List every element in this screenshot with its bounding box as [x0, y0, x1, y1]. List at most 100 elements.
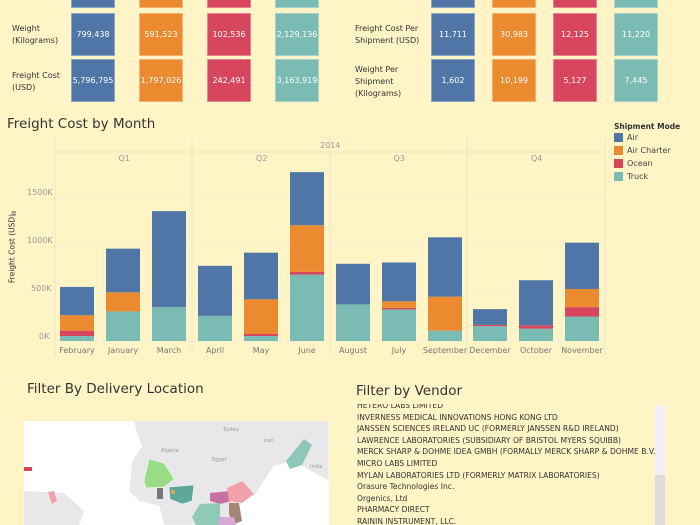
- kpi-label-weight: Weight (Kilograms): [12, 24, 59, 45]
- bar-air-october[interactable]: [519, 280, 553, 326]
- legend-label: Truck: [627, 172, 649, 181]
- bar-truck-july[interactable]: [382, 309, 416, 341]
- bar-truck-december[interactable]: [473, 326, 507, 341]
- bar-ocean-june[interactable]: [290, 271, 324, 275]
- bar-truck-march[interactable]: [152, 307, 186, 341]
- vendor-item[interactable]: MICRO LABS LIMITED: [357, 459, 438, 468]
- kpi-top-truck-r[interactable]: [614, 0, 658, 8]
- kpi-cost-air[interactable]: 5,796,795: [71, 59, 115, 102]
- country-ghana: [157, 488, 163, 499]
- kpi-label-freight-cost: Freight Cost (USD): [12, 71, 60, 92]
- bar-air-may[interactable]: [244, 252, 278, 300]
- kpi-top-air[interactable]: [71, 0, 115, 8]
- bar-ocean-february[interactable]: [60, 330, 94, 337]
- vendor-item[interactable]: RAININ INSTRUMENT, LLC.: [357, 517, 457, 525]
- bar-truck-january[interactable]: [106, 311, 140, 341]
- legend-item-ocean[interactable]: Ocean: [614, 159, 653, 168]
- vendor-item[interactable]: INVERNESS MEDICAL INNOVATIONS HONG KONG …: [357, 412, 558, 422]
- bar-air-january[interactable]: [106, 248, 140, 293]
- kpi-wps-truck[interactable]: 7,445: [614, 59, 658, 102]
- bar-truck-september[interactable]: [428, 330, 462, 341]
- legend-swatch-ocean: [614, 159, 623, 168]
- legend-item-air-charter[interactable]: Air Charter: [614, 146, 671, 155]
- bar-air-charter-may[interactable]: [244, 299, 278, 334]
- bar-truck-november[interactable]: [565, 316, 599, 341]
- vendor-scrollbar[interactable]: [655, 405, 665, 525]
- bar-air-charter-february[interactable]: [60, 315, 94, 331]
- bar-truck-june[interactable]: [290, 274, 324, 341]
- bar-air-april[interactable]: [198, 265, 232, 316]
- map-canvas[interactable]: [24, 421, 329, 525]
- kpi-label-weight-per-shipment: Weight Per Shipment (Kilograms): [355, 65, 402, 98]
- vendor-item[interactable]: Orgenics, Ltd: [357, 493, 408, 503]
- bar-truck-october[interactable]: [519, 328, 553, 341]
- bar-truck-february[interactable]: [60, 336, 94, 341]
- bar-truck-may[interactable]: [244, 336, 278, 341]
- bar-ocean-november[interactable]: [565, 307, 599, 317]
- bar-truck-april[interactable]: [198, 315, 232, 341]
- vendor-item[interactable]: PHARMACY DIRECT: [357, 505, 430, 515]
- sort-icon[interactable]: ≡: [11, 209, 17, 217]
- vendor-filter-title: Filter by Vendor: [356, 383, 463, 399]
- map-label-algeria: Algeria: [161, 448, 179, 454]
- kpi-wps-ocean[interactable]: 5,127: [553, 59, 597, 102]
- kpi-cost-truck[interactable]: 3,163,919: [275, 59, 319, 102]
- kpi-top-air-charter-r[interactable]: [492, 0, 536, 8]
- vendor-item[interactable]: JANSSEN SCIENCES IRELAND UC (FORMERLY JA…: [357, 424, 619, 434]
- x-tick-label: December: [469, 346, 511, 355]
- bar-truck-august[interactable]: [336, 304, 370, 341]
- kpi-wps-air-charter[interactable]: 10,199: [492, 59, 536, 102]
- kpi-weight-ocean[interactable]: 102,536: [207, 13, 251, 56]
- legend-item-air[interactable]: Air: [614, 133, 638, 142]
- bar-air-november[interactable]: [565, 242, 599, 289]
- y-tick-label: 0K: [39, 332, 50, 341]
- bar-ocean-october[interactable]: [519, 325, 553, 329]
- bar-air-charter-september[interactable]: [428, 296, 462, 331]
- kpi-weight-air[interactable]: 799,438: [71, 13, 115, 56]
- land-south-america: [24, 491, 84, 525]
- kpi-cps-air[interactable]: 11,711: [431, 13, 475, 56]
- kpi-top-ocean-r[interactable]: [553, 0, 597, 8]
- kpi-top-air-charter[interactable]: [139, 0, 183, 8]
- kpi-cps-ocean[interactable]: 12,125: [553, 13, 597, 56]
- vendor-item[interactable]: MERCK SHARP & DOHME IDEA GMBH (FORMALLY …: [357, 447, 655, 457]
- vendor-item[interactable]: MYLAN LABORATORIES LTD (FORMERLY MATRIX …: [357, 470, 600, 480]
- map-label-india: India: [310, 464, 323, 470]
- x-tick-label: January: [107, 346, 139, 355]
- kpi-weight-truck[interactable]: 2,129,136: [275, 13, 319, 56]
- kpi-cps-truck[interactable]: 11,220: [614, 13, 658, 56]
- bar-air-september[interactable]: [428, 237, 462, 297]
- kpi-cps-air-charter[interactable]: 30,983: [492, 13, 536, 56]
- legend-item-truck[interactable]: Truck: [614, 172, 648, 181]
- bar-air-charter-january[interactable]: [106, 292, 140, 312]
- vendor-scrollbar-thumb[interactable]: [655, 475, 665, 525]
- kpi-cost-ocean[interactable]: 242,491: [207, 59, 251, 102]
- legend-swatch-air-charter: [614, 146, 623, 155]
- vendor-item[interactable]: LAWRENCE LABORATORIES (SUBSIDIARY OF BRI…: [357, 435, 621, 445]
- kpi-weight-air-charter[interactable]: 591,523: [139, 13, 183, 56]
- bar-air-july[interactable]: [382, 262, 416, 302]
- kpi-top-truck[interactable]: [275, 0, 319, 8]
- bar-ocean-july[interactable]: [382, 307, 416, 310]
- legend-title: Shipment Mode: [614, 122, 681, 131]
- bar-air-june[interactable]: [290, 172, 324, 226]
- map-label-egypt: Egypt: [212, 457, 227, 463]
- vendor-item[interactable]: Orasure Technologies Inc.: [357, 482, 455, 492]
- bar-air-charter-june[interactable]: [290, 225, 324, 272]
- delivery-location-map[interactable]: Turkey Algeria Egypt Iran India: [24, 421, 329, 525]
- kpi-top-ocean[interactable]: [207, 0, 251, 8]
- bar-air-february[interactable]: [60, 286, 94, 316]
- bar-air-december[interactable]: [473, 309, 507, 325]
- kpi-cost-air-charter[interactable]: 1,797,026: [139, 59, 183, 102]
- kpi-wps-air[interactable]: 1,602: [431, 59, 475, 102]
- country-ethiopia: [227, 481, 254, 503]
- bar-air-charter-july[interactable]: [382, 301, 416, 308]
- bar-ocean-december[interactable]: [473, 324, 507, 327]
- kpi-top-air-r[interactable]: [431, 0, 475, 8]
- bar-ocean-may[interactable]: [244, 333, 278, 337]
- bar-air-march[interactable]: [152, 211, 186, 308]
- x-tick-label: February: [59, 346, 95, 355]
- bar-air-august[interactable]: [336, 263, 370, 305]
- vendor-item[interactable]: HETERO LABS LIMITED: [357, 404, 444, 410]
- bar-air-charter-november[interactable]: [565, 288, 599, 308]
